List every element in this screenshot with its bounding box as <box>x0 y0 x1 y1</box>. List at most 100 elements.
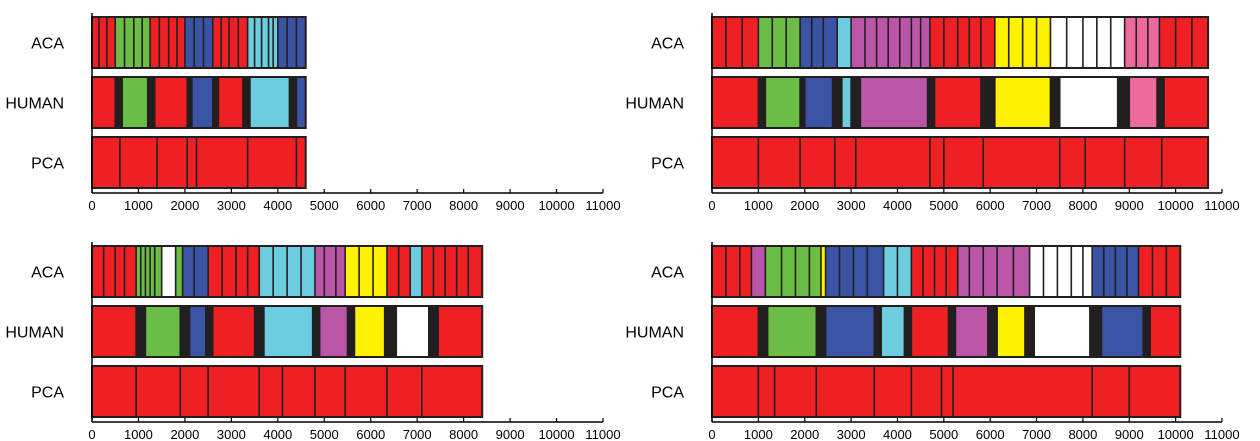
row-pca: PCA <box>651 365 1182 418</box>
segment-white <box>1059 77 1118 128</box>
x-tick-label: 0 <box>88 198 95 213</box>
segment-red <box>934 77 981 128</box>
segment-black <box>980 77 995 128</box>
x-tick-label: 7000 <box>403 198 432 213</box>
segment-red <box>929 17 995 68</box>
segment-blue <box>825 306 875 357</box>
segment-red <box>712 366 1181 417</box>
row-human: HUMAN <box>625 76 1210 129</box>
row-pca: PCA <box>31 365 484 418</box>
segment-red <box>150 17 185 68</box>
segment-blue <box>800 17 838 68</box>
x-tick-label: 6000 <box>976 198 1005 213</box>
segment-magenta <box>957 246 1030 297</box>
segment-yellow <box>997 306 1025 357</box>
segment-green <box>758 17 801 68</box>
segment-red <box>911 306 949 357</box>
segment-blue <box>182 246 209 297</box>
segment-yellow <box>820 246 826 297</box>
x-tick-label: 8000 <box>1068 198 1097 213</box>
x-tick-label: 8000 <box>449 427 478 441</box>
x-tick-label: 2000 <box>790 427 819 441</box>
x-tick-label: 11000 <box>585 427 620 441</box>
segment-blue <box>804 77 833 128</box>
segment-black <box>851 77 861 128</box>
x-tick-label: 9000 <box>496 198 525 213</box>
x-tick-label: 4000 <box>883 198 912 213</box>
segment-cyan <box>249 77 290 128</box>
row-label: HUMAN <box>625 325 684 342</box>
row-aca: ACA <box>651 16 1210 69</box>
segment-black <box>428 306 439 357</box>
x-tick-label: 5000 <box>929 198 958 213</box>
x-tick-label: 7000 <box>1022 427 1051 441</box>
segment-red <box>712 77 759 128</box>
segment-red <box>212 17 248 68</box>
segment-white <box>161 246 176 297</box>
segment-black <box>758 306 768 357</box>
segment-green <box>175 246 183 297</box>
x-axis: 0 1000 2000 3000 4000 5000 6000 7000 8000 9000 100… <box>88 418 621 441</box>
segment-green <box>765 77 801 128</box>
segment-black <box>384 306 397 357</box>
segment-black <box>147 77 155 128</box>
segment-red <box>92 77 116 128</box>
segment-yellow <box>345 246 387 297</box>
row-label: HUMAN <box>5 96 64 113</box>
segment-blue <box>825 246 884 297</box>
segment-red <box>92 366 483 417</box>
row-label: ACA <box>31 265 64 282</box>
panel-bottom-left: ACA HUMAN PCA 0 1000 2000 3000 4000 5000 6000 7000… <box>5 242 621 441</box>
segment-cyan <box>410 246 422 297</box>
segment-black <box>1117 77 1130 128</box>
segment-red <box>92 306 137 357</box>
row-label: HUMAN <box>5 325 64 342</box>
segment-black <box>1050 77 1060 128</box>
segment-green <box>767 306 817 357</box>
segment-green <box>122 77 148 128</box>
x-tick-label: 11000 <box>585 198 620 213</box>
row-aca: ACA <box>31 16 307 69</box>
x-tick-label: 2000 <box>170 427 199 441</box>
segment-red <box>1159 17 1209 68</box>
x-tick-label: 5000 <box>929 427 958 441</box>
row-label: ACA <box>651 36 684 53</box>
x-tick-label: 10000 <box>1158 198 1194 213</box>
segment-black <box>136 306 146 357</box>
segment-black <box>1089 306 1102 357</box>
x-tick-label: 1000 <box>744 427 773 441</box>
segment-black <box>1157 77 1165 128</box>
row-label: ACA <box>651 265 684 282</box>
segment-black <box>289 77 297 128</box>
row-label: PCA <box>31 385 64 402</box>
segment-red <box>218 77 243 128</box>
x-tick-label: 10000 <box>1158 427 1194 441</box>
x-tick-label: 3000 <box>837 427 866 441</box>
x-tick-label: 3000 <box>217 427 246 441</box>
x-tick-label: 2000 <box>170 198 199 213</box>
segment-magenta <box>314 246 346 297</box>
x-tick-label: 7000 <box>1022 198 1051 213</box>
x-tick-label: 11000 <box>1204 427 1239 441</box>
row-label: PCA <box>31 156 64 173</box>
x-tick-label: 6000 <box>976 427 1005 441</box>
segment-cyan <box>841 77 852 128</box>
row-aca: ACA <box>31 245 484 298</box>
segment-black <box>1143 306 1151 357</box>
x-tick-label: 0 <box>708 427 715 441</box>
segment-cyan <box>837 17 852 68</box>
segment-red <box>712 17 759 68</box>
segment-black <box>347 306 355 357</box>
segment-cyan <box>881 306 905 357</box>
x-tick-label: 1000 <box>124 427 153 441</box>
segment-magenta <box>319 306 348 357</box>
segment-pink <box>1129 77 1158 128</box>
x-tick-label: 10000 <box>538 427 574 441</box>
x-tick-label: 7000 <box>403 427 432 441</box>
segment-black <box>927 77 935 128</box>
row-human: HUMAN <box>5 305 484 358</box>
segment-green <box>145 306 181 357</box>
row-aca: ACA <box>651 245 1182 298</box>
segment-red <box>212 306 255 357</box>
